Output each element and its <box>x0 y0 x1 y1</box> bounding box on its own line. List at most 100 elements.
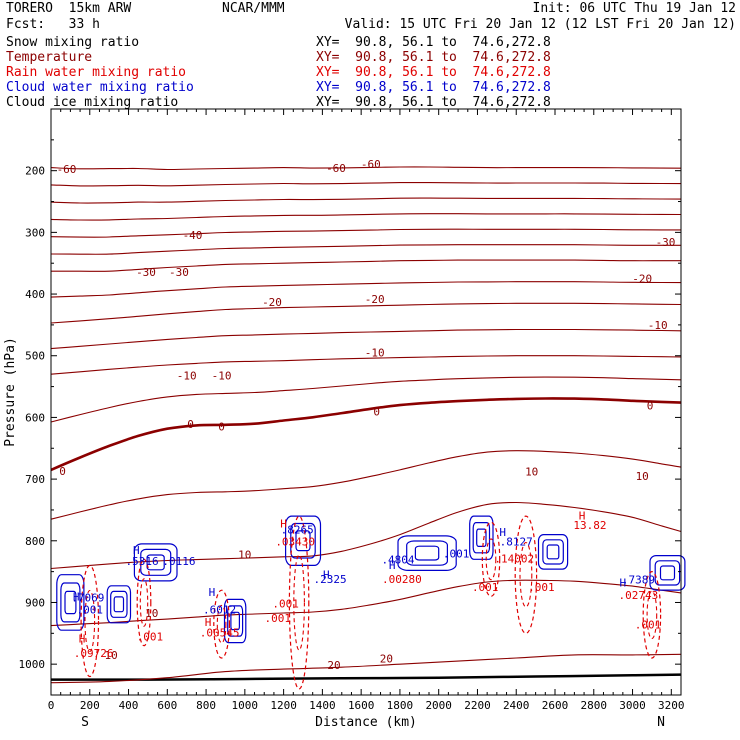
contour-label: .001 <box>77 603 104 616</box>
contour-label: H <box>579 510 586 523</box>
isotherm-line <box>50 501 682 570</box>
contour-label: -10 <box>648 319 668 332</box>
contour-label: H <box>133 544 140 557</box>
contour-label: 0 <box>187 418 194 431</box>
contour-label: -30 <box>656 236 676 249</box>
isotherm-line <box>50 397 682 472</box>
ground-line <box>50 673 682 681</box>
contour-label: .00280 <box>382 573 422 586</box>
contour-label: -20 <box>365 293 385 306</box>
rain-contour <box>84 589 96 653</box>
contour-label: H <box>619 577 626 590</box>
init-time: Init: 06 UTC Thu 19 Jan 12 <box>532 1 737 16</box>
rain-contour <box>80 564 100 678</box>
cloud-water-contour <box>414 545 440 561</box>
x-tick-label: 2600 <box>542 699 569 712</box>
cloud-water-contour <box>146 554 165 571</box>
isotherm-line <box>50 281 682 298</box>
contour-labels: -60 -60 -60 -40 -30 -30 -30 -20 -20 -20 -10 -10 -10 -… <box>57 158 676 672</box>
contour-label: .6012 <box>203 603 236 616</box>
isotherm-line <box>50 376 682 423</box>
cloud-water-contour <box>537 533 569 570</box>
contour-label: .8265 <box>281 524 314 537</box>
contour-label: .001 <box>443 548 470 561</box>
contour-label: 10 <box>636 470 649 483</box>
contour-label: .09726 <box>74 647 114 660</box>
rain-contour <box>485 538 497 581</box>
contour-label: .001 <box>137 630 164 643</box>
x-tick-label: 1600 <box>348 699 375 712</box>
field-xy-temperature: XY= 90.8, 56.1 to 74.6,272.8 <box>316 50 551 65</box>
x-tick-label: 800 <box>196 699 216 712</box>
y-tick-label: 800 <box>25 535 45 548</box>
rain-contour <box>514 515 538 634</box>
contour-label: -40 <box>183 229 203 242</box>
isotherm-line <box>50 166 682 171</box>
rain-contour <box>213 589 231 659</box>
contour-label: 0 <box>218 421 225 434</box>
cloud-water-contour <box>406 540 449 566</box>
center-title: NCAR/MMM <box>222 1 285 16</box>
temperature-contours <box>50 166 682 684</box>
contour-label: .4804 <box>381 553 414 566</box>
field-label-snow: Snow mixing ratio <box>6 35 140 50</box>
cloud-water-contour <box>295 530 311 552</box>
rain-contour <box>519 541 533 608</box>
contour-label: .001 <box>272 598 299 611</box>
contour-label: .001 <box>265 612 292 625</box>
cloud-water-contour <box>469 515 494 560</box>
cloud-water-contour <box>64 590 77 615</box>
isotherm-line <box>50 653 682 684</box>
y-tick-label: 300 <box>25 226 45 239</box>
contour-label: .5316 <box>126 555 159 568</box>
contour-label: H <box>280 518 287 531</box>
cloud-water-contour <box>106 585 132 624</box>
contour-label: H <box>205 616 212 629</box>
cloud-water-contour <box>113 596 125 613</box>
y-tick-label: 200 <box>25 165 45 178</box>
cloud-water-contour <box>659 565 676 581</box>
field-label-cloud-water: Cloud water mixing ratio <box>6 80 194 95</box>
x-axis-label: Distance (km) <box>315 715 417 730</box>
contour-label: 10 <box>525 466 538 479</box>
isotherm-line <box>50 328 682 350</box>
contour-label: -30 <box>169 266 189 279</box>
isotherm-line <box>50 355 682 375</box>
x-tick-label: 1800 <box>387 699 414 712</box>
x-tick-label: 3200 <box>658 699 685 712</box>
x-tick-label: 400 <box>119 699 139 712</box>
x-tick-label: 3000 <box>619 699 646 712</box>
contour-label: .02743 <box>619 589 659 602</box>
y-tick-label: 900 <box>25 597 45 610</box>
contour-label: 0 <box>59 465 66 478</box>
x-tick-label: 2800 <box>581 699 608 712</box>
cloud-water-contour <box>290 522 316 559</box>
contour-label: 0 <box>647 400 654 413</box>
isotherm-line <box>50 197 682 204</box>
contour-label: .14002 <box>494 553 534 566</box>
x-tick-label: 1000 <box>232 699 259 712</box>
contour-label: .001 <box>472 581 499 594</box>
contour-label: .7389 <box>622 574 655 587</box>
cloud-water-contour <box>60 582 81 623</box>
rain-contours <box>80 515 662 690</box>
rain-contour <box>136 558 152 647</box>
x-tick-label: 0 <box>48 699 55 712</box>
rain-contour <box>481 521 501 597</box>
valid-time: Valid: 15 UTC Fri 20 Jan 12 (12 LST Fri … <box>344 17 736 32</box>
cloud-water-contour <box>133 543 178 582</box>
contour-label: 10 <box>104 649 117 662</box>
cloud-water-contour <box>110 590 128 618</box>
contour-label: H <box>209 586 216 599</box>
contour-label: H <box>73 590 80 603</box>
field-label-temperature: Temperature <box>6 50 93 65</box>
rain-contour <box>642 570 662 659</box>
contour-label: 13.82 <box>573 519 606 532</box>
field-xy-cloud-water: XY= 90.8, 56.1 to 74.6,272.8 <box>316 80 551 95</box>
field-label-cloud-ice: Cloud ice mixing ratio <box>6 95 179 110</box>
field-xy-snow: XY= 90.8, 56.1 to 74.6,272.8 <box>316 35 551 50</box>
rain-contour <box>139 578 149 627</box>
contour-label: .03430 <box>275 535 315 548</box>
contour-label: 0 <box>373 405 380 418</box>
y-tick-label: 600 <box>25 411 45 424</box>
